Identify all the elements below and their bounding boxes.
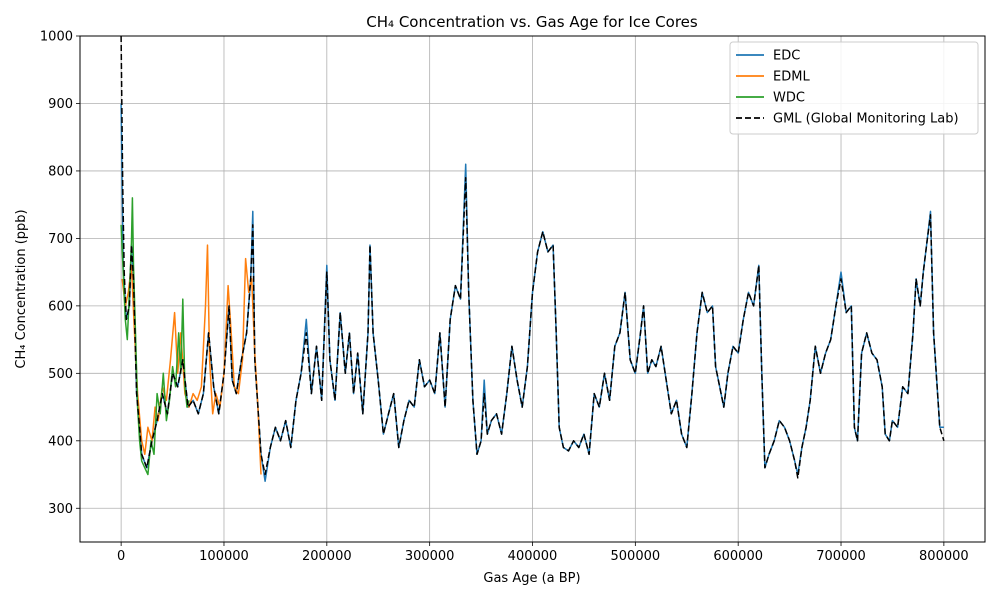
x-tick-label: 200000 xyxy=(302,549,352,564)
x-axis-label: Gas Age (a BP) xyxy=(483,571,580,586)
x-tick-label: 300000 xyxy=(405,549,455,564)
y-tick-label: 700 xyxy=(48,232,73,247)
x-tick-label: 600000 xyxy=(713,549,763,564)
x-tick-label: 700000 xyxy=(816,549,866,564)
legend-box xyxy=(729,41,979,135)
y-tick-label: 600 xyxy=(48,299,73,314)
series-line-gml xyxy=(120,36,945,479)
y-axis-label: CH₄ Concentration (ppb) xyxy=(14,209,29,368)
y-tick-label: 800 xyxy=(48,164,73,179)
x-tick-label: 0 xyxy=(117,549,125,564)
series-layer xyxy=(120,36,945,483)
legend-label: EDC xyxy=(773,49,800,64)
legend-label: GML (Global Monitoring Lab) xyxy=(773,112,959,127)
x-tick-label: 400000 xyxy=(508,549,558,564)
y-tick-label: 400 xyxy=(48,434,73,449)
x-tick-label: 800000 xyxy=(919,549,969,564)
y-tick-label: 300 xyxy=(48,502,73,517)
y-tick-label: 500 xyxy=(48,367,73,382)
legend-label: EDML xyxy=(773,70,810,85)
y-tick-label: 1000 xyxy=(40,30,73,45)
plot-area xyxy=(120,36,945,483)
series-line-edml xyxy=(121,244,262,475)
legend-label: WDC xyxy=(773,91,805,106)
x-tick-label: 100000 xyxy=(199,549,249,564)
chart-title: CH₄ Concentration vs. Gas Age for Ice Co… xyxy=(366,13,698,31)
x-tick-label: 500000 xyxy=(611,549,661,564)
legend: EDC EDML WDC GML (Global Monitoring Lab) xyxy=(729,41,979,135)
y-tick-label: 900 xyxy=(48,97,73,112)
axis-ticks: 0 100000 200000 300000 400000 500000 600000 700… xyxy=(40,30,969,565)
